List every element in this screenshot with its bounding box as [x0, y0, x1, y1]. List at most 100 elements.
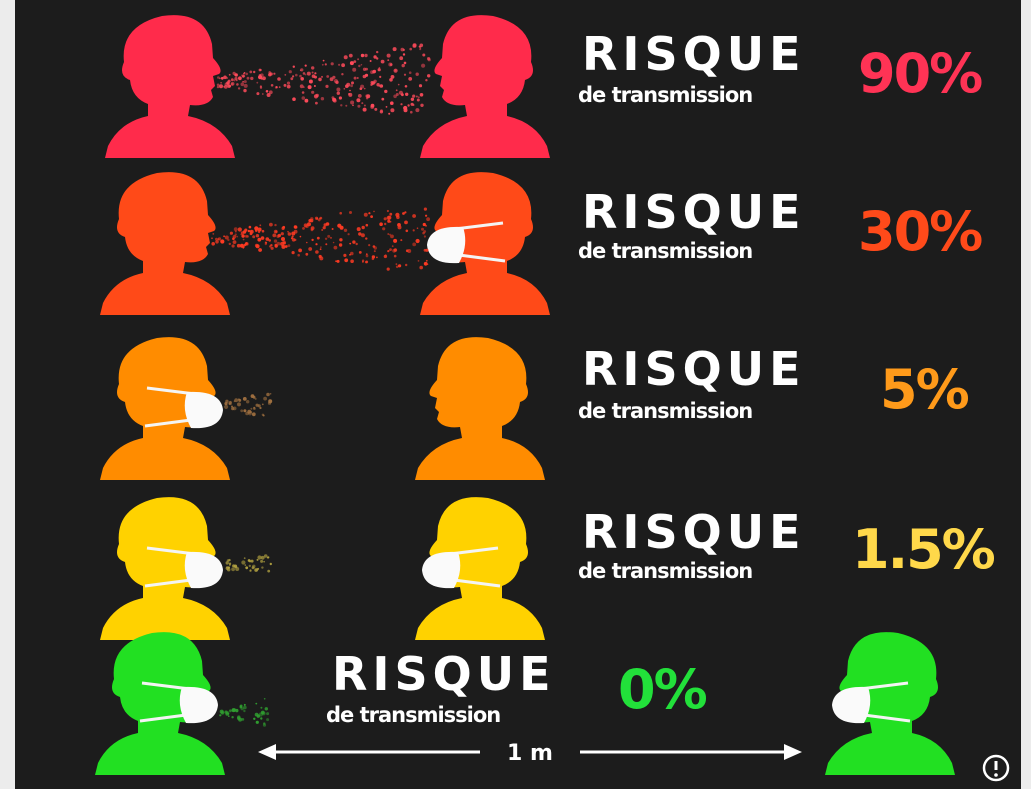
droplet [325, 238, 327, 240]
droplet [339, 96, 342, 99]
droplet [305, 65, 307, 67]
droplet [233, 708, 236, 711]
droplet [266, 237, 270, 241]
droplet [292, 251, 295, 254]
droplet [387, 59, 389, 61]
droplet [228, 566, 230, 568]
droplet [305, 224, 309, 228]
droplet [368, 212, 370, 214]
droplet [423, 223, 426, 226]
droplet [321, 76, 323, 78]
droplet [262, 230, 265, 233]
droplet [302, 91, 305, 94]
droplet [350, 61, 354, 65]
droplet [318, 219, 321, 222]
droplet [284, 74, 286, 76]
droplet [281, 232, 284, 235]
droplet [226, 77, 228, 79]
droplet [219, 84, 223, 88]
droplet [263, 397, 267, 401]
droplet [333, 242, 335, 244]
droplet [387, 220, 390, 223]
droplet [275, 244, 278, 247]
droplet [265, 707, 268, 710]
droplet [395, 213, 399, 217]
droplet [340, 104, 342, 106]
droplet [246, 400, 249, 403]
droplet [278, 234, 281, 237]
droplet [378, 68, 381, 71]
droplet [267, 93, 271, 97]
droplet [229, 74, 231, 76]
droplet [393, 95, 397, 99]
droplet [314, 85, 316, 87]
droplet [236, 80, 238, 82]
droplet [268, 71, 271, 74]
droplet [224, 405, 228, 409]
droplet [270, 393, 272, 395]
droplet [417, 227, 419, 229]
droplet [365, 237, 367, 239]
droplet [374, 108, 377, 111]
droplet [311, 226, 315, 230]
droplet [323, 60, 325, 62]
droplet [413, 229, 415, 231]
droplet [403, 106, 407, 110]
droplet [421, 64, 425, 68]
droplet [300, 70, 302, 72]
droplet [237, 244, 241, 248]
droplet [287, 231, 289, 233]
droplet [379, 76, 381, 78]
droplet [231, 82, 235, 86]
droplet [339, 238, 342, 241]
droplet [243, 89, 246, 92]
droplet [399, 56, 403, 60]
droplet [390, 221, 392, 223]
droplet [404, 221, 408, 225]
droplet [259, 74, 262, 77]
droplet [416, 239, 420, 243]
droplet [357, 58, 359, 60]
droplet [243, 706, 247, 710]
droplet [339, 212, 342, 215]
droplet [255, 229, 258, 232]
droplet [365, 261, 367, 263]
droplet [250, 232, 253, 235]
droplet [387, 216, 391, 220]
droplet [242, 81, 244, 83]
droplet [261, 236, 265, 240]
droplet [339, 243, 342, 246]
droplet [400, 239, 402, 241]
droplet [366, 255, 369, 258]
droplet [409, 48, 412, 51]
droplet [315, 102, 318, 105]
droplet [404, 74, 406, 76]
droplet [256, 82, 258, 84]
droplet [240, 244, 244, 248]
droplet [228, 715, 230, 717]
droplet [387, 233, 389, 235]
droplet [396, 263, 398, 265]
droplet [331, 62, 334, 65]
droplet [292, 75, 294, 77]
droplet [412, 44, 416, 48]
droplet [386, 106, 388, 108]
droplet [312, 74, 316, 78]
droplet [332, 76, 335, 79]
droplet [392, 245, 394, 247]
droplet [306, 242, 308, 244]
droplet [302, 96, 306, 100]
droplet [241, 234, 244, 237]
droplet [325, 63, 327, 65]
droplet [266, 718, 269, 721]
droplet [426, 217, 430, 221]
droplet [310, 219, 314, 223]
droplet [238, 227, 242, 231]
droplet [394, 255, 397, 258]
droplet [384, 90, 387, 93]
droplet [362, 226, 365, 229]
droplet [262, 404, 264, 406]
droplet [268, 399, 272, 403]
droplet [292, 97, 296, 101]
droplet [260, 717, 262, 719]
